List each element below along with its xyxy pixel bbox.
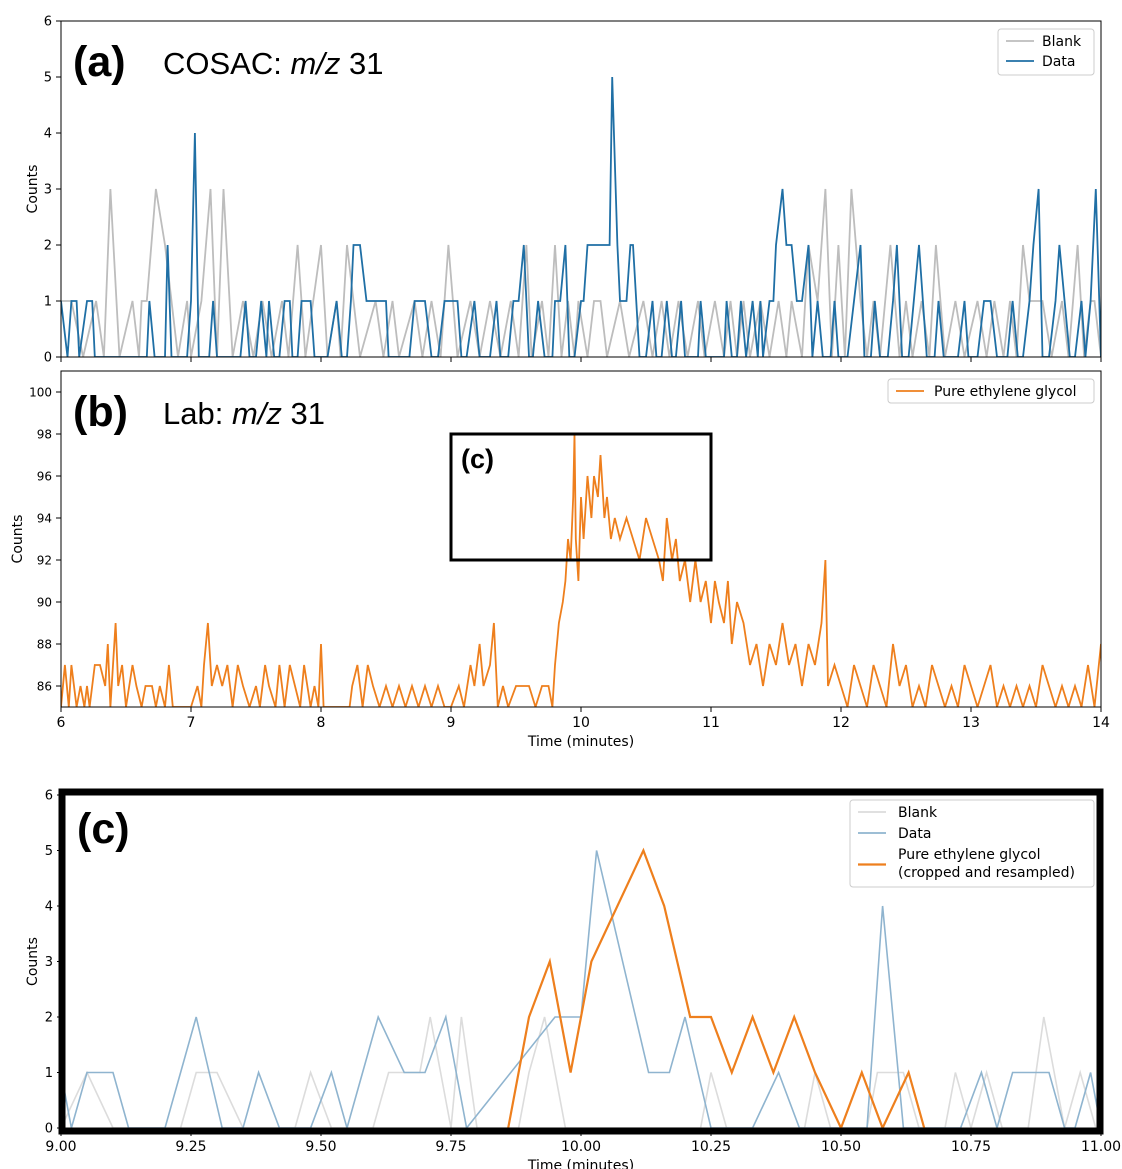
y-tick-label: 86 (37, 680, 52, 694)
y-tick-label: 5 (44, 71, 52, 86)
legend-label-line: Pure ethylene glycol (898, 847, 1041, 863)
legend: Blank Data (997, 28, 1095, 76)
x-tick-label: 9 (447, 715, 456, 731)
legend-label-line: Blank (898, 805, 938, 821)
panel-title-italic: m/z (232, 396, 282, 431)
x-tick-label: 7 (187, 715, 196, 731)
x-tick-label: 9.00 (45, 1139, 76, 1155)
y-tick-label: 0 (44, 351, 52, 366)
panel-title: COSAC: m/z 31 (163, 46, 384, 81)
x-tick-label: 10.00 (561, 1139, 601, 1155)
legend-box (887, 378, 1095, 404)
series-line-2 (61, 76, 1101, 357)
panel-b: 86 88 90 92 94 96 98 100 6 7 8 9 10 11 12 13 14 Counts Tim… (10, 370, 1110, 750)
legend-label-line: Data (898, 826, 931, 842)
y-tick-label: 98 (37, 428, 52, 442)
y-tick-label: 4 (44, 127, 52, 142)
y-tick-label: 4 (45, 900, 53, 915)
x-tick-label: 9.25 (175, 1139, 206, 1155)
y-tick-label: 1 (45, 1066, 53, 1081)
x-tick-label: 10.75 (951, 1139, 991, 1155)
x-tick-label: 10.50 (821, 1139, 861, 1155)
legend-label-line: Blank (1042, 34, 1082, 50)
panel-title: Lab: m/z 31 (163, 396, 325, 431)
y-tick-label: 0 (45, 1122, 53, 1137)
y-tick-label: 90 (37, 596, 52, 610)
panel-label: (a) (73, 38, 126, 86)
y-tick-label: 94 (37, 512, 52, 526)
x-axis-label: Time (minutes) (527, 1158, 634, 1169)
y-axis-label: Counts (10, 515, 26, 564)
legend-box (849, 799, 1095, 888)
legend-label-line: Pure ethylene glycol (934, 384, 1077, 400)
x-tick-label: 8 (317, 715, 326, 731)
y-tick-label: 3 (44, 183, 52, 198)
x-tick-label: 10 (572, 715, 590, 731)
legend-label: Blank (898, 805, 938, 821)
x-tick-label: 13 (962, 715, 980, 731)
legend-label: Pure ethylene glycol (cropped and resampl… (898, 847, 1075, 881)
y-tick-label: 92 (37, 554, 52, 568)
panel-title-prefix: COSAC: (163, 46, 290, 81)
panel-title-suffix: 31 (340, 46, 383, 81)
x-tick-label: 9.75 (435, 1139, 466, 1155)
inset-box (449, 432, 713, 562)
series-line-1 (61, 188, 1101, 357)
panel-a: 0 1 2 3 4 5 6 Counts (a) COSAC: m/z 31 Blank Data (25, 15, 1102, 366)
legend-label: Data (898, 826, 931, 842)
x-tick-label: 14 (1092, 715, 1110, 731)
inset-box-label: (c) (461, 444, 494, 474)
y-tick-label: 2 (45, 1011, 53, 1026)
series-line-2 (65, 850, 1097, 1128)
x-tick-label: 11 (702, 715, 720, 731)
panel-title-prefix: Lab: (163, 396, 232, 431)
legend: Blank Data Pure ethylene glycol (cropped an… (849, 799, 1095, 888)
legend-label: Blank (1042, 34, 1082, 50)
y-tick-label: 3 (45, 955, 53, 970)
panel-title-italic: m/z (290, 46, 340, 81)
x-tick-label: 10.25 (691, 1139, 731, 1155)
y-tick-label: 2 (44, 239, 52, 254)
series-line-1 (61, 433, 1101, 707)
y-axis-label: Counts (25, 937, 41, 986)
legend-label: Pure ethylene glycol (934, 384, 1077, 400)
panel-c: 0 1 2 3 4 5 6 9.00 9.25 9.50 9.75 10.00 10.25 10.50 10… (25, 788, 1121, 1169)
legend-label-line: Data (1042, 54, 1075, 70)
y-tick-label: 6 (44, 15, 52, 30)
y-tick-label: 100 (29, 386, 52, 400)
y-tick-label: 88 (37, 638, 52, 652)
legend-label: Data (1042, 54, 1075, 70)
legend: Pure ethylene glycol (887, 378, 1095, 404)
panel-label: (c) (77, 805, 130, 853)
series-line-3 (507, 847, 926, 1128)
y-tick-label: 6 (45, 789, 53, 804)
x-tick-label: 11.00 (1081, 1139, 1121, 1155)
series-line-1 (65, 1016, 1097, 1128)
legend-label-line: (cropped and resampled) (898, 865, 1075, 881)
y-axis-label: Counts (25, 165, 41, 214)
x-tick-label: 9.50 (305, 1139, 336, 1155)
panel-label: (b) (73, 388, 128, 436)
panel-title-suffix: 31 (282, 396, 325, 431)
y-tick-label: 5 (45, 844, 53, 859)
x-tick-label: 6 (57, 715, 66, 731)
y-tick-label: 96 (37, 470, 52, 484)
x-tick-label: 12 (832, 715, 850, 731)
y-tick-label: 1 (44, 295, 52, 310)
x-axis-label: Time (minutes) (527, 734, 634, 750)
